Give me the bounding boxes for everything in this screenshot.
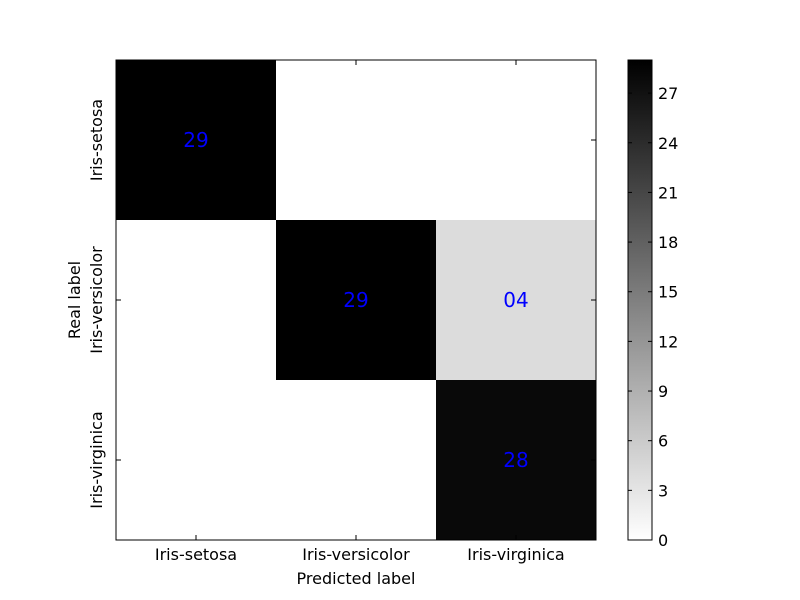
heatmap-cell-r1-c0 xyxy=(116,220,276,380)
x-axis-ticks: Iris-setosa Iris-versicolor Iris-virginica xyxy=(155,60,565,564)
colorbar-tick-label: 0 xyxy=(658,531,668,550)
x-tick-label: Iris-versicolor xyxy=(302,545,410,564)
heatmap-cell-r1-c1 xyxy=(276,220,436,380)
y-axis-ticks: Iris-setosa Iris-versicolor Iris-virginica xyxy=(87,99,596,509)
heatmap-cell-r1-c2 xyxy=(436,220,596,380)
y-tick-label: Iris-versicolor xyxy=(87,246,106,354)
heatmap-cell-r0-c0 xyxy=(116,60,276,220)
x-tick-label: Iris-setosa xyxy=(155,545,237,564)
y-tick-label: Iris-virginica xyxy=(87,411,106,508)
colorbar-tick-label: 12 xyxy=(658,332,678,351)
heatmap-cell-r2-c1 xyxy=(276,380,436,540)
x-axis-title: Predicted label xyxy=(297,569,416,588)
heatmap-cell-r2-c2 xyxy=(436,380,596,540)
cell-value-label-r1-c1: 29 xyxy=(343,288,368,312)
cell-value-label-r0-c0: 29 xyxy=(183,128,208,152)
colorbar-tick-label: 21 xyxy=(658,183,678,202)
x-tick-label: Iris-virginica xyxy=(467,545,564,564)
colorbar-tick-label: 18 xyxy=(658,233,678,252)
colorbar-tick-label: 24 xyxy=(658,134,678,153)
heatmap-cell-r0-c1 xyxy=(276,60,436,220)
heatmap-cell-r0-c2 xyxy=(436,60,596,220)
colorbar xyxy=(627,59,653,541)
colorbar-tick-label: 6 xyxy=(658,432,668,451)
colorbar-tick-label: 9 xyxy=(658,382,668,401)
y-tick-label: Iris-setosa xyxy=(87,99,106,181)
colorbar-tick-label: 3 xyxy=(658,481,668,500)
heatmap-cell-r2-c0 xyxy=(116,380,276,540)
colorbar-tick-label: 27 xyxy=(658,84,678,103)
cell-value-label-r1-c2: 04 xyxy=(503,288,528,312)
y-axis-title: Real label xyxy=(65,261,84,339)
cell-labels-group: 29 29 04 28 xyxy=(183,128,528,472)
cell-value-label-r2-c2: 28 xyxy=(503,448,528,472)
colorbar-tick-label: 15 xyxy=(658,283,678,302)
colorbar-ticks: 0 3 6 9 12 15 18 21 24 27 xyxy=(628,84,678,550)
heatmap-cells-group xyxy=(116,60,596,540)
